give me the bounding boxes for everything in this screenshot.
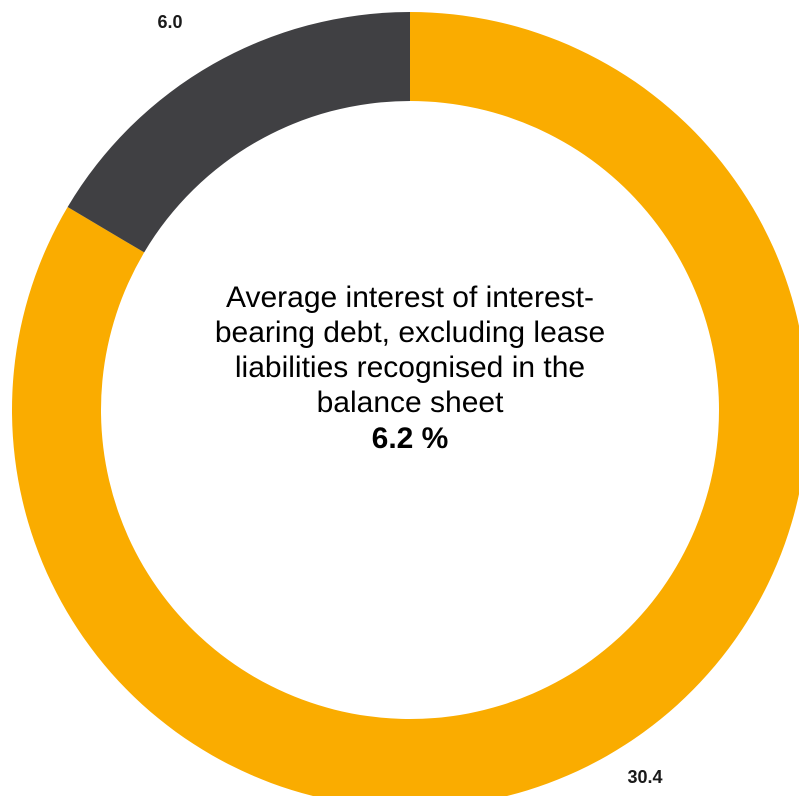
center-text-line-2: bearing debt, excluding lease [214,316,606,349]
center-text-line-4: balance sheet [316,386,504,419]
center-value: 6.2 % [371,422,449,455]
donut-slice-6.0 [67,12,410,253]
center-text-line-3: liabilities recognised in the [234,351,586,384]
center-annotation: Average interest of interest- bearing de… [170,280,650,458]
data-label-30.4: 30.4 [627,767,662,787]
data-labels: 30.4 6.0 [157,12,662,787]
center-text-line-1: Average interest of interest- [226,281,594,314]
donut-slices [12,12,799,796]
data-label-6.0: 6.0 [157,12,182,32]
